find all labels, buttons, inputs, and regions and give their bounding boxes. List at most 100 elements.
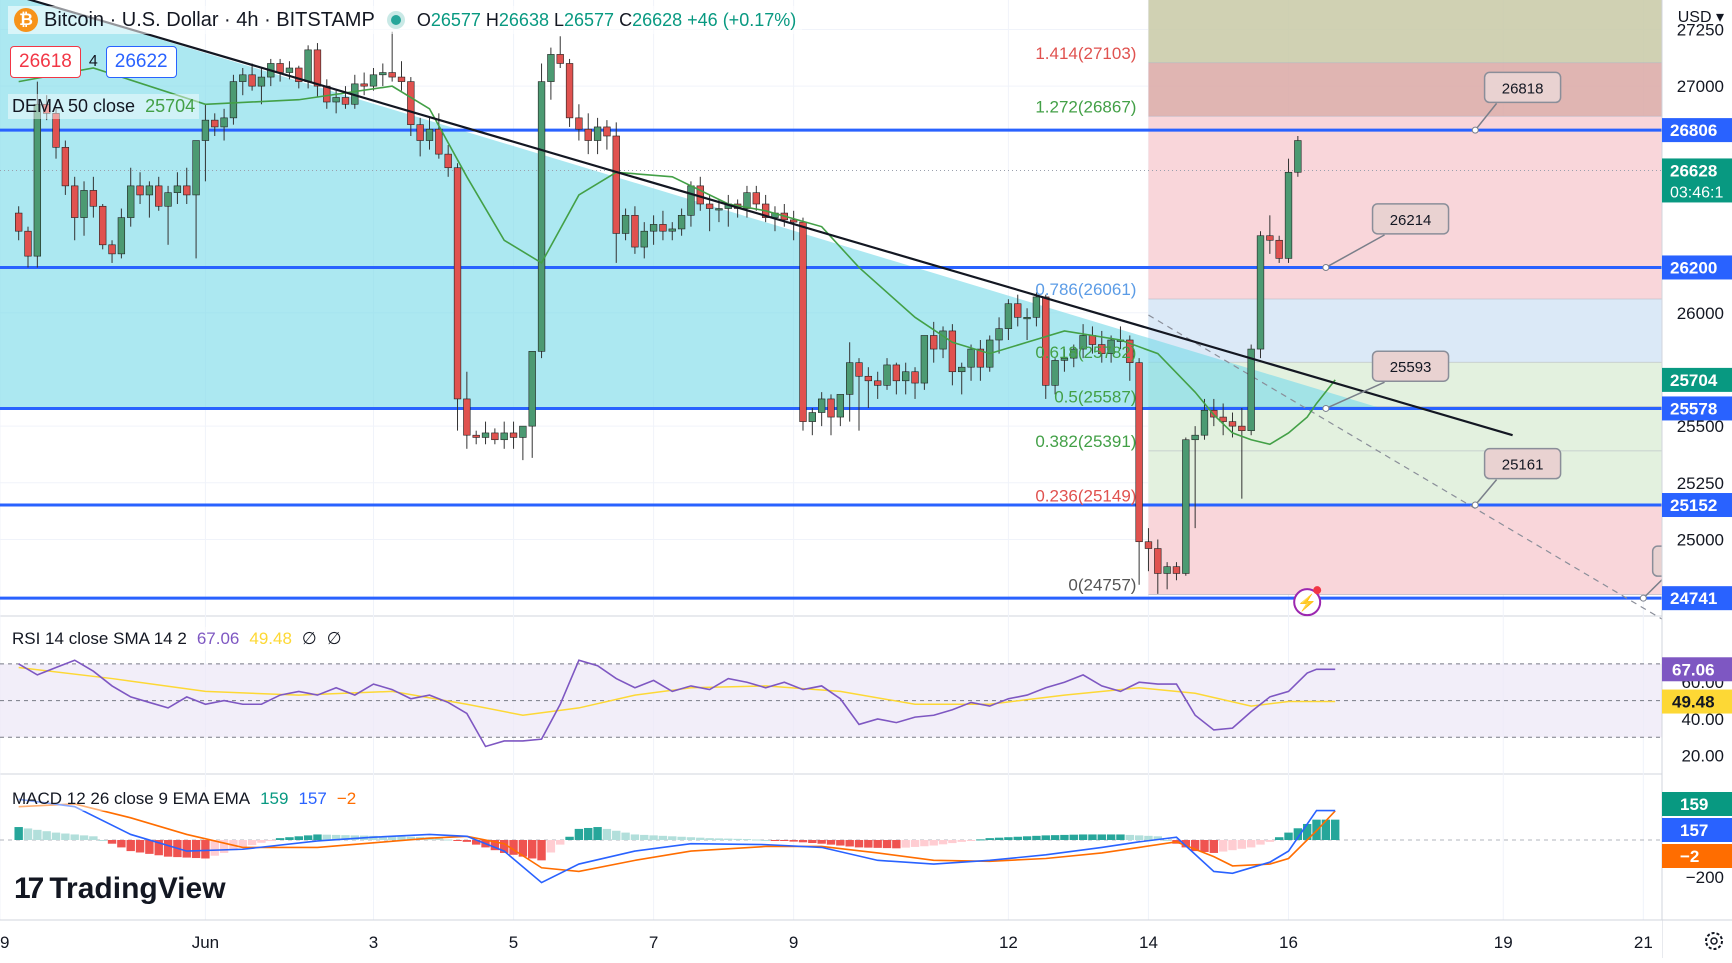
candle (1284, 158, 1293, 263)
price-badge-bg (1662, 255, 1732, 280)
macd-histogram-bar (322, 834, 331, 840)
buy-button[interactable]: 26622 (105, 46, 177, 78)
candle-body (211, 119, 219, 128)
macd-histogram-bar (677, 836, 686, 840)
callout-box (1371, 350, 1450, 382)
candle-body (883, 364, 891, 386)
candle-body (649, 224, 658, 232)
settings-gear-icon[interactable] (1705, 932, 1723, 950)
macd-histogram-bar (556, 840, 565, 845)
high-key: H (485, 9, 499, 30)
candle-body (1191, 434, 1199, 441)
callout-pointer (1325, 381, 1385, 410)
macd-histogram-bar (574, 828, 584, 840)
candle-body (668, 228, 676, 232)
candle-body (584, 128, 592, 141)
candle-body (388, 72, 396, 78)
candle-body (33, 103, 42, 257)
time-tick-label: 3 (369, 933, 378, 952)
candle-body (939, 330, 947, 350)
candle (155, 176, 163, 211)
macd-histogram-bar (1293, 828, 1303, 840)
macd-histogram-bar (546, 840, 556, 853)
candle-body (705, 203, 714, 209)
macd-histogram-bar (621, 832, 630, 840)
symbol-title[interactable]: Bitcoin · U.S. Dollar · 4h · BITSTAMP (44, 8, 375, 31)
candle (799, 217, 807, 431)
macd-histogram-bar (1209, 840, 1219, 853)
candle-body (547, 54, 555, 82)
candle (846, 342, 854, 422)
candle-body (1163, 566, 1171, 574)
macd-histogram-bar (873, 840, 882, 848)
macd-histogram-bar (89, 836, 98, 840)
candle-body (1004, 303, 1013, 329)
macd-histogram-bar (1200, 840, 1209, 853)
dema-legend[interactable]: DEMA 50 close 25704 (8, 94, 200, 119)
candle (1107, 335, 1115, 363)
macd-histogram-bar (957, 840, 966, 842)
macd-histogram-bar (985, 838, 994, 840)
macd-histogram-bar (1331, 819, 1340, 840)
low-value: 26577 (564, 9, 615, 30)
candle-body (958, 366, 966, 373)
candle-body (444, 153, 452, 169)
macd-histogram-bar (780, 840, 789, 841)
candle (80, 181, 88, 236)
symbol-legend[interactable]: ₿ Bitcoin · U.S. Dollar · 4h · BITSTAMP … (8, 6, 803, 34)
macd-histogram-bar (303, 835, 313, 840)
candle (752, 185, 760, 211)
candle-body (509, 432, 518, 438)
macd-histogram-bar (23, 828, 33, 840)
macd-histogram-bar (705, 838, 714, 840)
macd-histogram-bar (42, 831, 51, 840)
candle-body (687, 185, 695, 216)
macd-histogram-bar (1181, 840, 1191, 848)
macd-hist-value: 159 (260, 789, 289, 808)
rsi-legend[interactable]: RSI 14 close SMA 14 2 67.06 49.48 ∅ ∅ (8, 627, 346, 651)
candle-body (379, 72, 387, 76)
candle (145, 181, 154, 218)
candle (612, 122, 620, 263)
macd-histogram-bar (845, 840, 854, 847)
candle-body (743, 192, 751, 209)
candle-body (397, 76, 406, 82)
macd-histogram-bar (696, 837, 705, 840)
sell-button[interactable]: 26618 (10, 46, 81, 78)
candle (584, 113, 592, 155)
candle-body (556, 54, 564, 64)
time-tick-label: 5 (509, 933, 518, 952)
fib-zone-1272 (1148, 62, 1662, 117)
candle-body (846, 362, 854, 395)
price-badge-bg (1662, 396, 1732, 421)
candle-body (565, 63, 574, 119)
price-badge: 25152 (1662, 493, 1732, 518)
candle (808, 408, 816, 436)
candle (631, 206, 639, 254)
macd-badge-label: 157 (1680, 821, 1708, 840)
candle (491, 428, 499, 445)
candle (855, 358, 863, 431)
candle (183, 167, 191, 204)
candle (1032, 292, 1041, 327)
candle-body (341, 97, 350, 105)
macd-histogram-bar (107, 840, 117, 844)
macd-legend[interactable]: MACD 12 26 close 9 EMA EMA 159 157 −2 (8, 787, 361, 811)
rsi-badge: 49.48 (1662, 689, 1732, 714)
candle (229, 74, 238, 125)
macd-histogram-bar (752, 839, 761, 841)
candle (547, 47, 555, 100)
tradingview-logo[interactable]: 17 TradingView (14, 872, 226, 906)
rsi-tick-label: 20.00 (1681, 747, 1724, 766)
fib-label: 0.236(25149) (1035, 487, 1136, 506)
candle (1182, 437, 1190, 576)
settings-gear-icon-center (1710, 937, 1718, 945)
candle (295, 65, 303, 89)
candle (1172, 562, 1181, 581)
macd-badge-bg (1662, 844, 1732, 868)
macd-histogram-bar (61, 833, 70, 840)
close-key: C (619, 9, 633, 30)
macd-histogram-bar (733, 838, 742, 840)
